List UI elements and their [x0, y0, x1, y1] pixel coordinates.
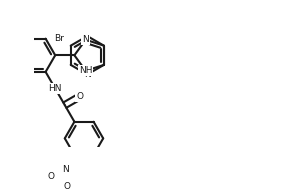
Text: Br: Br: [54, 34, 64, 44]
Text: N: N: [82, 35, 89, 44]
Text: NH: NH: [79, 66, 92, 75]
Text: O: O: [47, 172, 54, 181]
Text: O: O: [64, 182, 71, 191]
Text: N: N: [62, 165, 69, 174]
Text: O: O: [76, 92, 83, 101]
Text: N: N: [84, 70, 91, 79]
Text: HN: HN: [49, 84, 62, 93]
